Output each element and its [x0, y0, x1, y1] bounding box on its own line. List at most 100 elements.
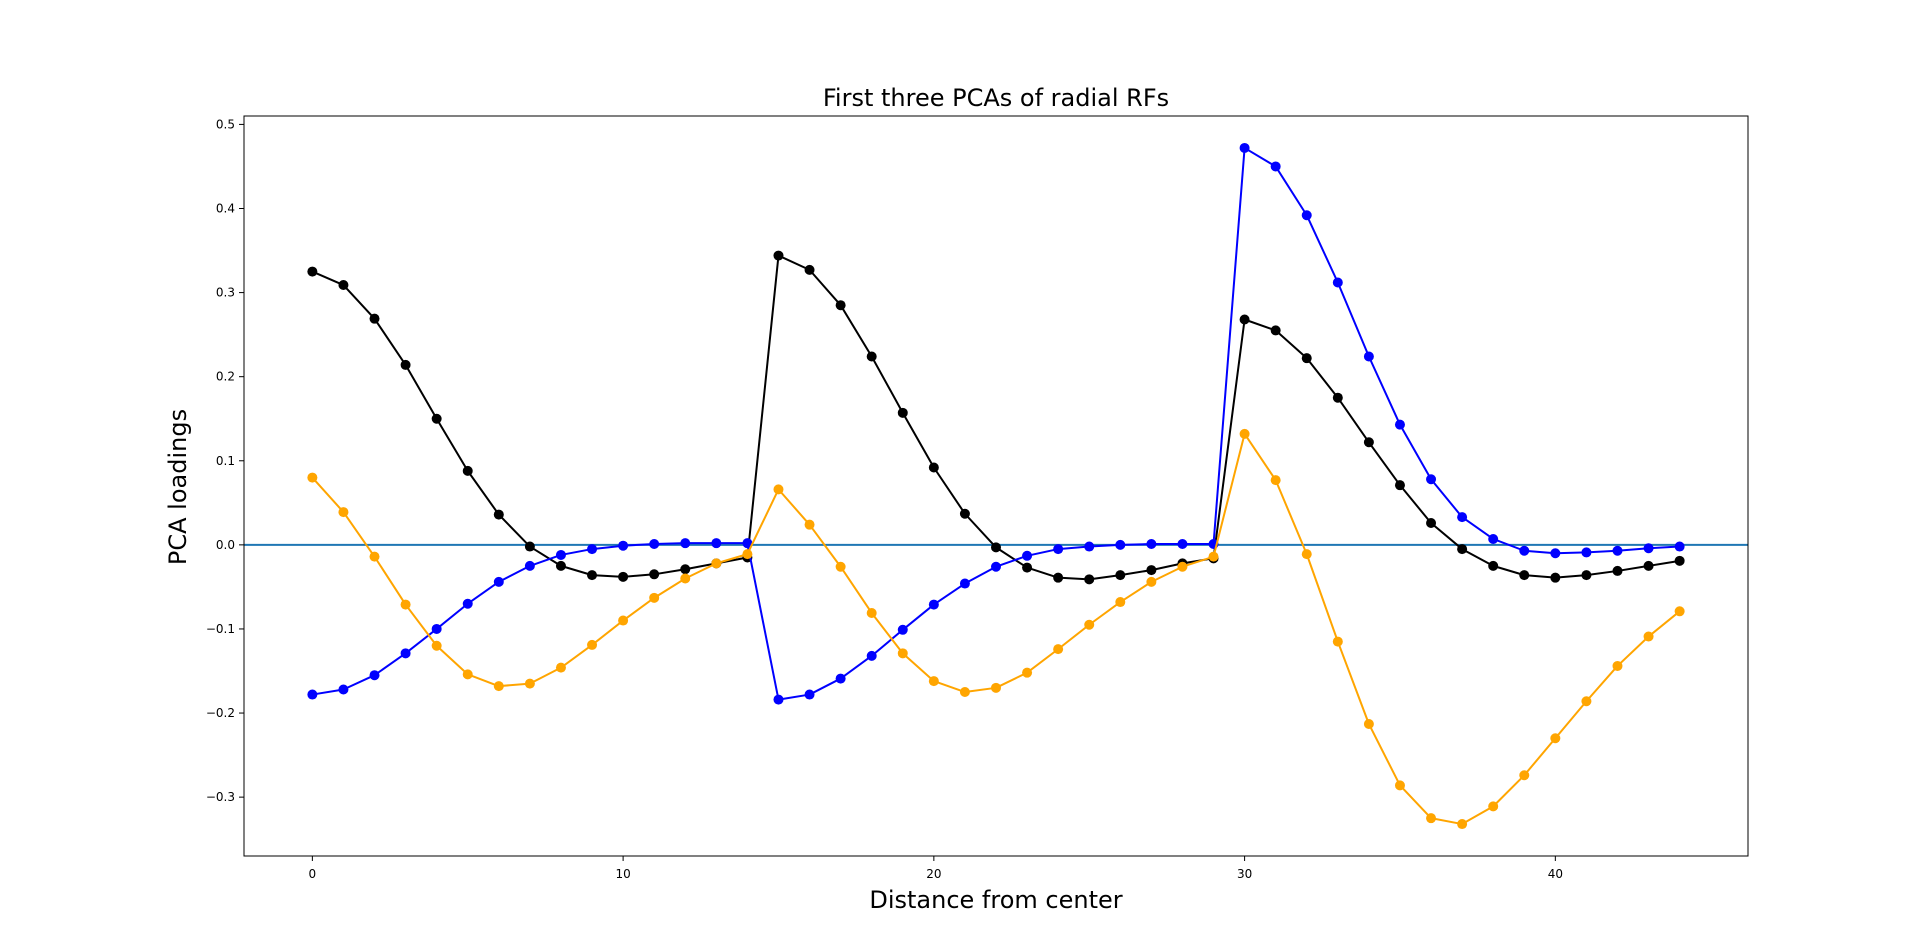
series-3-point	[1115, 597, 1126, 608]
series-3-point	[1177, 561, 1188, 572]
series-3-line	[311, 432, 1681, 826]
y-tick-label: −0.2	[206, 706, 235, 720]
series-3-point	[897, 648, 908, 659]
series-1-point	[897, 407, 908, 418]
series-2-point	[1239, 142, 1250, 153]
series-3-point	[773, 484, 784, 495]
series-2-point	[804, 689, 815, 700]
series-3-point	[1550, 733, 1561, 744]
x-tick-label: 40	[1548, 867, 1563, 881]
series-3-point	[835, 561, 846, 572]
series-1-point	[1394, 480, 1405, 491]
series-1-point	[680, 564, 691, 575]
series-3-point	[1581, 696, 1592, 707]
x-tick-label: 10	[615, 867, 630, 881]
plot-frame	[243, 115, 1749, 857]
series-2-point	[1643, 543, 1654, 554]
series-1-point	[928, 462, 939, 473]
series-2-point	[1363, 351, 1374, 362]
series-2-point	[1674, 541, 1685, 552]
series-3-point	[587, 639, 598, 650]
series-1-point	[400, 359, 411, 370]
series-3-point	[1146, 576, 1157, 587]
series-3-point	[711, 558, 722, 569]
series-1-point	[1457, 544, 1468, 555]
series-3-point	[307, 472, 318, 483]
series-1-point	[1550, 572, 1561, 583]
series-2-point	[835, 673, 846, 684]
series-1-point	[959, 508, 970, 519]
series-3-point	[991, 682, 1001, 693]
series-3-point	[1426, 813, 1437, 824]
series-2-point	[1115, 539, 1126, 550]
series-1-point	[431, 413, 442, 424]
series-2-point	[1612, 545, 1623, 556]
series-3-point	[338, 507, 349, 518]
series-2-point	[928, 599, 939, 610]
series-2-point	[307, 689, 318, 700]
series-2-point	[1270, 161, 1281, 172]
y-tick-label: 0.1	[216, 454, 235, 468]
series-1-line	[311, 254, 1680, 581]
series-3-point	[1208, 551, 1219, 562]
series-3-point	[1239, 428, 1250, 439]
series-3-point	[1332, 636, 1343, 647]
series-2-point	[773, 694, 784, 705]
series-2-point	[1177, 539, 1188, 550]
series-1-point	[991, 542, 1001, 553]
x-tick-label: 20	[926, 867, 941, 881]
series-1-point	[1674, 555, 1685, 566]
series-1-point	[866, 351, 877, 362]
series-3-point	[1674, 606, 1685, 617]
series-3-point	[462, 669, 473, 680]
x-axis-label: Distance from center	[869, 886, 1122, 914]
y-tick-label: 0.5	[216, 117, 235, 131]
plot-area: 0 10 20 30 40 −0.3 −0.2 −0.1 0.0 0.1 0.2 0.3 0.4 0.5	[206, 115, 1749, 881]
series-3-point	[618, 615, 629, 626]
series-2-point	[493, 576, 504, 587]
series-3-point	[1301, 549, 1312, 560]
series-1-point	[462, 465, 473, 476]
series-3-point	[959, 687, 970, 698]
series-1-point	[835, 300, 846, 311]
series-2-point	[1457, 512, 1468, 523]
series-1-point	[1363, 437, 1374, 448]
series-1-point	[773, 250, 784, 261]
series-1-point	[1488, 560, 1499, 571]
chart-title: First three PCAs of radial RFs	[823, 84, 1169, 112]
series-1-point	[1612, 565, 1623, 576]
series-1-point	[1146, 565, 1157, 576]
series-3-point	[742, 549, 753, 560]
series-2-point	[1332, 277, 1343, 288]
series-1-point	[369, 313, 380, 324]
series-2-point	[1550, 548, 1561, 559]
series-3-point	[369, 551, 380, 562]
series-3-point	[928, 676, 939, 687]
series-2-point	[338, 684, 349, 695]
series-1-point	[307, 266, 318, 277]
y-tick-label: 0.0	[216, 538, 235, 552]
series-3-point	[1612, 660, 1623, 671]
y-tick-label: 0.4	[216, 202, 235, 216]
series-2-point	[369, 670, 380, 681]
series-2-line	[312, 146, 1680, 701]
y-tick-label: −0.1	[206, 622, 235, 636]
series-1-point	[1270, 325, 1281, 336]
series-1-point	[1115, 570, 1126, 581]
series-1-point	[555, 560, 566, 571]
series-3-point	[1022, 667, 1033, 678]
series-3-point	[866, 607, 877, 618]
series-1-point	[1643, 560, 1654, 571]
series-2-point	[1053, 544, 1064, 555]
series-3-point	[1643, 631, 1654, 642]
series-2-point	[711, 538, 722, 549]
series-2-point	[524, 560, 535, 571]
series-1-point	[524, 541, 535, 552]
series-1-point	[493, 509, 504, 520]
series-2-point	[742, 538, 753, 549]
series-3-point	[555, 662, 566, 673]
series-3-point	[431, 640, 442, 651]
series-1-point	[1581, 570, 1592, 581]
x-tick-label: 30	[1237, 867, 1252, 881]
